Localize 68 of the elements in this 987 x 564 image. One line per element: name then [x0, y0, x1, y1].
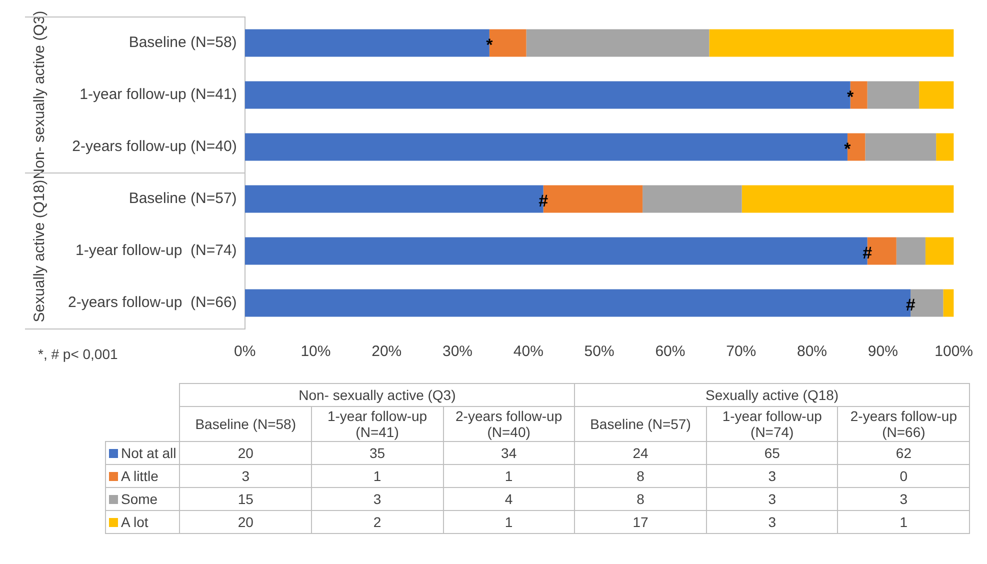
x-tick-label: 20%: [372, 343, 402, 360]
bar: [896, 237, 926, 265]
category-label: Baseline (N=57): [574, 406, 706, 442]
data-label: 1: [443, 510, 575, 534]
category-label: 2-years follow-up (N=40): [443, 406, 575, 442]
data-label: 65: [706, 442, 838, 464]
text: Non- sexually active (Q3): [180, 384, 575, 406]
data-label: 3: [180, 464, 312, 488]
x-tick-label: 100%: [934, 343, 974, 360]
y-tick-label: Baseline (N=57): [128, 190, 237, 208]
y-tick-label: 1-year follow-up (N=41): [80, 86, 237, 104]
data-label: 20: [180, 442, 312, 464]
legend-label: A lot: [106, 510, 180, 534]
data-label: 34: [443, 442, 575, 464]
data-label: 15: [180, 488, 312, 510]
data-label: 3: [706, 464, 838, 488]
y-tick-label: 1-year follow-up (N=74): [75, 242, 237, 260]
data-label: 3: [706, 488, 838, 510]
data-label: 1: [311, 464, 444, 488]
text: Non- sexually active (Q3): [31, 10, 48, 180]
x-tick-label: 30%: [442, 343, 473, 360]
bar: [936, 133, 954, 161]
y-tick-label: 2-years follow-up (N=40): [72, 138, 237, 156]
x-tick-label: 90%: [868, 343, 898, 360]
bar: [709, 29, 954, 57]
legend-label: Not at all: [106, 442, 180, 464]
data-label: 3: [706, 510, 838, 534]
data-label: 20: [180, 510, 312, 534]
legend-label: Some: [106, 488, 180, 510]
x-tick-label: 70%: [726, 343, 756, 360]
data-label: 1: [838, 510, 970, 534]
annotation: #: [906, 296, 916, 315]
bar: [925, 237, 954, 265]
x-tick-label: 50%: [584, 343, 614, 360]
data-label: 17: [574, 510, 706, 534]
data-label: 8: [574, 488, 706, 510]
bar: [642, 185, 742, 213]
data-label: 24: [574, 442, 706, 464]
category-label: Baseline (N=58): [180, 406, 312, 442]
data-label: 3: [838, 488, 970, 510]
text: Sexually active (Q18): [31, 180, 48, 322]
text: *, # p< 0,001: [38, 346, 118, 362]
category-label: 1-year follow-up (N=41): [311, 406, 444, 442]
data-label: 2: [311, 510, 444, 534]
x-tick-label: 10%: [300, 343, 331, 360]
x-tick-label: 60%: [655, 343, 686, 360]
data-label: 1: [443, 464, 575, 488]
bar: [867, 81, 920, 109]
bar: [526, 29, 710, 57]
data-label: 62: [838, 442, 970, 464]
legend-label: A little: [106, 464, 180, 488]
y-tick-label: Baseline (N=58): [128, 34, 237, 52]
x-tick-label: 80%: [797, 343, 828, 360]
x-tick-label: 40%: [513, 343, 544, 360]
category-label: 2-years follow-up (N=66): [838, 406, 970, 442]
category-label: 1-year follow-up (N=74): [706, 406, 838, 442]
bar: [919, 81, 954, 109]
bar: [865, 133, 936, 161]
text: Sexually active (Q18): [574, 384, 970, 406]
x-tick-label: 0%: [234, 343, 256, 360]
data-label: 4: [443, 488, 575, 510]
data-label: 3: [311, 488, 444, 510]
data-label: 8: [574, 464, 706, 488]
data-label: 35: [311, 442, 444, 464]
y-tick-label: 2-years follow-up (N=66): [68, 294, 237, 312]
data-label: 0: [838, 464, 970, 488]
bar: [742, 185, 954, 213]
bar: [943, 289, 954, 317]
